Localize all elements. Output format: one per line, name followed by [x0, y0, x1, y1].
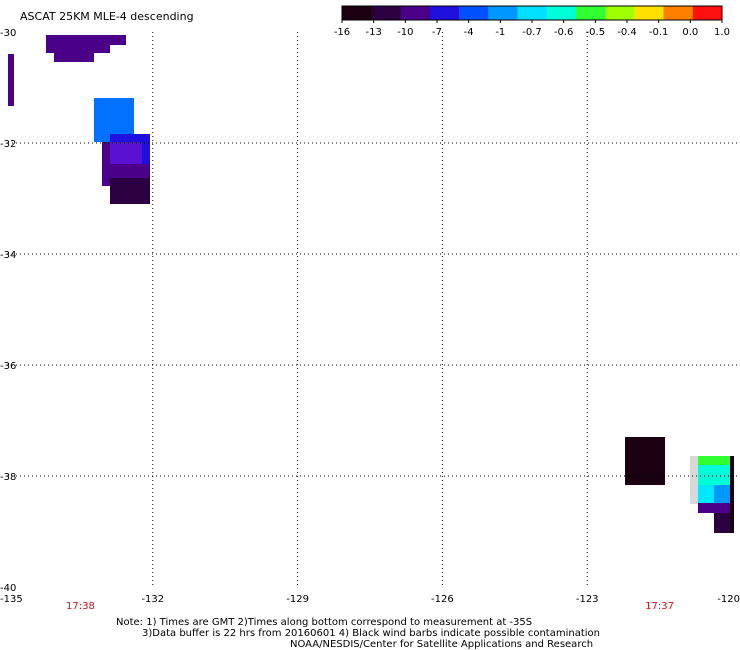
colorbar-swatch — [488, 6, 518, 20]
data-cell — [730, 456, 734, 533]
colorbar-swatch — [371, 6, 401, 20]
data-cell — [46, 45, 110, 53]
colorbar-label: -4 — [464, 27, 474, 38]
colorbar-label: -16 — [334, 27, 350, 38]
colorbar-label: -0.4 — [617, 27, 637, 38]
colorbar-swatch — [693, 6, 723, 20]
colorbar-label: -1 — [495, 27, 505, 38]
data-cell — [110, 178, 150, 204]
data-cell — [698, 465, 732, 485]
lat-tick-label: -32 — [0, 139, 16, 150]
colorbar-label: 0.0 — [682, 27, 698, 38]
time-label: 17:37 — [645, 601, 674, 612]
data-cell — [46, 35, 126, 45]
colorbar-swatch — [342, 6, 372, 20]
lon-tick-label: -123 — [576, 594, 599, 605]
colorbar-label: 1.0 — [714, 27, 730, 38]
data-cells — [8, 35, 734, 533]
data-cell — [625, 437, 665, 485]
lat-tick-label: -36 — [0, 361, 16, 372]
lon-tick-label: -120 — [717, 594, 740, 605]
colorbar-swatch — [547, 6, 577, 20]
lon-tick-label: -132 — [141, 594, 164, 605]
data-cell — [698, 456, 732, 465]
time-label: 17:38 — [66, 601, 95, 612]
lon-tick-label: -126 — [431, 594, 454, 605]
colorbar-swatch — [664, 6, 694, 20]
note-line-1: Note: 1) Times are GMT 2)Times along bot… — [116, 617, 532, 628]
data-cell — [714, 485, 732, 503]
lat-tick-label: -38 — [0, 472, 16, 483]
data-cell — [8, 54, 14, 106]
colorbar-swatch — [634, 6, 664, 20]
lat-tick-label: -34 — [0, 250, 16, 261]
data-cell — [698, 503, 734, 513]
colorbar-swatch — [430, 6, 460, 20]
map-title: ASCAT 25KM MLE-4 descending — [20, 10, 194, 23]
colorbar-swatch — [517, 6, 547, 20]
colorbar-label: -0.6 — [554, 27, 574, 38]
colorbar-label: -7 — [432, 27, 442, 38]
colorbar-swatch — [400, 6, 430, 20]
note-line-3: NOAA/NESDIS/Center for Satellite Applica… — [290, 639, 593, 650]
note-line-2: 3)Data buffer is 22 hrs from 20160601 4)… — [142, 628, 600, 639]
colorbar-legend: -16 -13 -10 -7 -4 -1 -0.7 -0.6 -0.5 -0.4 -0.1 0.0 1.… — [334, 6, 730, 38]
lon-tick-label: -129 — [286, 594, 309, 605]
colorbar-swatch — [459, 6, 489, 20]
data-cell — [110, 142, 142, 164]
colorbar-label: -10 — [397, 27, 413, 38]
lon-tick-label: -135 — [0, 594, 23, 605]
colorbar-label: -0.1 — [649, 27, 669, 38]
lat-tick-label: -40 — [0, 583, 16, 594]
colorbar-swatch — [605, 6, 635, 20]
colorbar-swatch — [576, 6, 606, 20]
colorbar-label: -0.7 — [522, 27, 542, 38]
data-cell — [110, 164, 150, 178]
colorbar-label: -0.5 — [586, 27, 606, 38]
lat-tick-label: -30 — [0, 28, 16, 39]
data-cell — [54, 53, 94, 62]
colorbar-label: -13 — [365, 27, 381, 38]
